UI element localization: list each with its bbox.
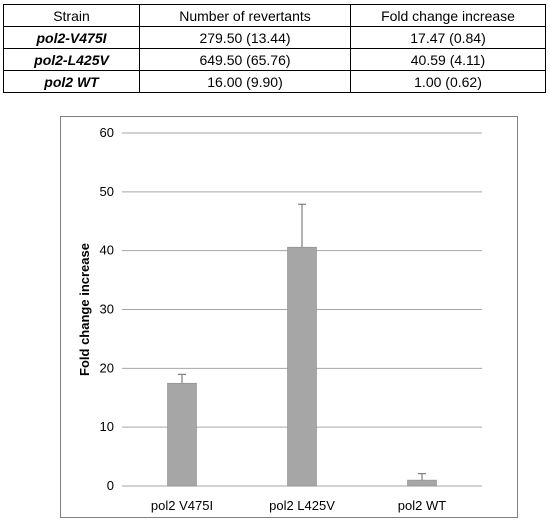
x-tick-label: pol2 L425V (269, 498, 335, 513)
y-tick-label: 60 (100, 125, 114, 140)
y-tick-label: 20 (100, 360, 114, 375)
revertants-cell: 16.00 (9.90) (139, 70, 351, 93)
table-row: pol2-V475I 279.50 (13.44) 17.47 (0.84) (3, 26, 546, 49)
bar-chart: 0 10 20 30 40 50 60 pol2 V475I pol2 L425V pol2 WT… (77, 125, 482, 513)
fold-change-cell: 17.47 (0.84) (350, 26, 546, 49)
table-header-row: Strain Number of revertants Fold change … (3, 4, 546, 27)
x-tick-label: pol2 WT (398, 498, 446, 513)
bar (167, 382, 197, 487)
table-row: pol2-L425V 649.50 (65.76) 40.59 (4.11) (3, 48, 546, 71)
strain-cell: pol2-V475I (3, 26, 140, 49)
header-strain: Strain (3, 4, 140, 27)
table-row: pol2 WT 16.00 (9.90) 1.00 (0.62) (3, 70, 546, 93)
bars (167, 203, 437, 487)
strain-cell: pol2-L425V (3, 48, 140, 71)
y-tick-label: 40 (100, 243, 114, 258)
chart-frame (60, 116, 518, 518)
revertants-cell: 279.50 (13.44) (139, 26, 351, 49)
y-tick-label: 10 (100, 419, 114, 434)
bar (287, 246, 317, 487)
data-table: Strain Number of revertants Fold change … (3, 4, 546, 93)
axis-labels: 0 10 20 30 40 50 60 pol2 V475I pol2 L425V pol2 WT (100, 125, 447, 513)
x-tick-label: pol2 V475I (151, 498, 213, 513)
header-revertants: Number of revertants (139, 4, 351, 27)
fold-change-cell: 40.59 (4.11) (350, 48, 546, 71)
fold-change-cell: 1.00 (0.62) (350, 70, 546, 93)
bar (407, 479, 437, 487)
y-tick-label: 50 (100, 184, 114, 199)
revertants-cell: 649.50 (65.76) (139, 48, 351, 71)
y-axis-title: Fold change increase (77, 243, 92, 376)
y-tick-label: 30 (100, 302, 114, 317)
y-tick-label: 0 (107, 478, 114, 493)
strain-cell: pol2 WT (3, 70, 140, 93)
header-fold-change: Fold change increase (350, 4, 546, 27)
